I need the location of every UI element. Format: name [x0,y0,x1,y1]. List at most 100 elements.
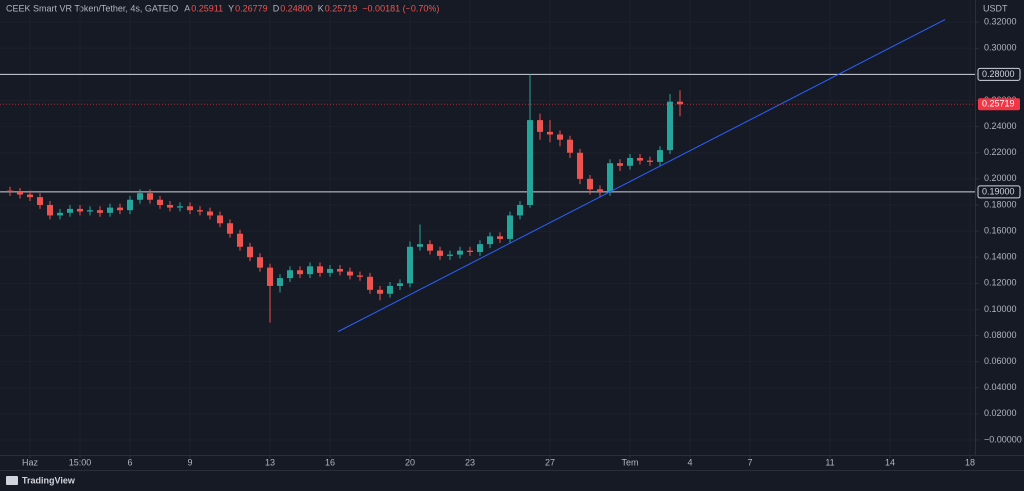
candle-body [577,152,583,179]
candle-body [427,244,433,251]
candle-body [357,275,363,277]
y-tick-label: 0.12000 [984,278,1017,288]
candle-body [147,193,153,200]
trend-line [337,19,946,333]
candle-body [7,190,13,192]
candle-body [127,199,133,211]
x-tick-label: 27 [545,457,555,467]
candle-body [197,210,203,212]
x-tick-label: Haz [22,457,39,467]
candle-body [617,163,623,166]
candle-body [527,120,533,205]
y-tick-label: 0.18000 [984,199,1017,209]
ohlc-label: D [273,3,280,13]
ohlc-value: 0.26779 [235,3,268,13]
y-tick-label: 0.16000 [984,225,1017,235]
y-tick-label: 0.10000 [984,304,1017,314]
price-label-box [977,67,1021,81]
candle-body [387,285,393,294]
brand-name: TradingView [22,475,76,485]
candle-body [307,266,313,275]
candle-body [487,236,493,245]
x-tick-label: 7 [747,457,752,467]
candle-body [27,194,33,198]
x-tick-label: 6 [127,457,132,467]
y-tick-label: 0.08000 [984,330,1017,340]
candle-body [47,204,53,216]
y-tick-label: 0.22000 [984,147,1017,157]
candle-body [417,244,423,247]
price-label-box [977,185,1021,199]
last-price-box [978,98,1020,111]
candle-body [37,197,43,205]
candle-body [177,206,183,208]
candle-body [587,178,593,190]
y-tick-label: 0.14000 [984,252,1017,262]
change: −0.00181 (−0.70%) [362,3,439,13]
candle-body [657,150,663,162]
candle-body [367,276,373,290]
y-tick-label: 0.30000 [984,43,1017,53]
x-tick-label: 9 [187,457,192,467]
candle-body [557,134,563,140]
candle-body [347,271,353,276]
y-tick-label: −0.00000 [984,434,1022,444]
y-tick-label: 0.32000 [984,17,1017,27]
y-tick-label: 0.24000 [984,121,1017,131]
y-unit: USDT [983,3,1008,13]
candle-body [637,157,643,161]
x-tick-label: 18 [965,457,975,467]
candle-body [607,163,613,192]
candle-body [507,215,513,239]
candle-body [97,210,103,213]
x-tick-label: 4 [687,457,692,467]
candle-body [87,210,93,212]
x-tick-label: 15:00 [69,457,92,467]
candle-body [247,246,253,258]
candle-body [477,244,483,252]
ohlc-value: 0.24800 [280,3,313,13]
candle-body [407,246,413,284]
ohlc-value: 0.25719 [325,3,358,13]
candle-body [447,254,453,256]
x-tick-label: 13 [265,457,275,467]
candle-body [377,289,383,294]
candle-body [267,267,273,286]
candle-body [297,270,303,275]
candle-body [627,157,633,166]
candle-body [667,101,673,151]
y-tick-label: 0.20000 [984,173,1017,183]
x-tick-label: 11 [825,457,834,467]
candle-body [567,139,573,153]
candle-body [337,268,343,272]
candle-body [77,208,83,212]
candle-body [187,206,193,211]
price-label: 0.19000 [982,186,1015,196]
ohlc-label: A [184,3,190,13]
candle-body [287,270,293,279]
candle-body [227,223,233,234]
ohlc-header: A 0.25911 Y 0.26779 D 0.24800 K 0.25719 −0.00181… [184,3,439,13]
x-tick-label: 23 [465,457,475,467]
candle-body [67,208,73,213]
candle-body [547,131,553,135]
candle-body [137,193,143,200]
y-tick-label: 0.06000 [984,356,1017,366]
y-tick-label: 0.04000 [984,382,1017,392]
candle-body [677,101,683,105]
candle-body [157,199,163,205]
candle-body [457,250,463,255]
candle-body [647,160,653,162]
candle-body [467,250,473,252]
x-tick-label: 14 [885,457,895,467]
candle-body [277,278,283,286]
ohlc-label: K [318,3,324,13]
price-label: 0.28000 [982,69,1015,79]
candle-body [57,212,63,216]
brand-logo [6,476,18,485]
candle-body [107,207,113,213]
ohlc-label: Y [228,3,234,13]
